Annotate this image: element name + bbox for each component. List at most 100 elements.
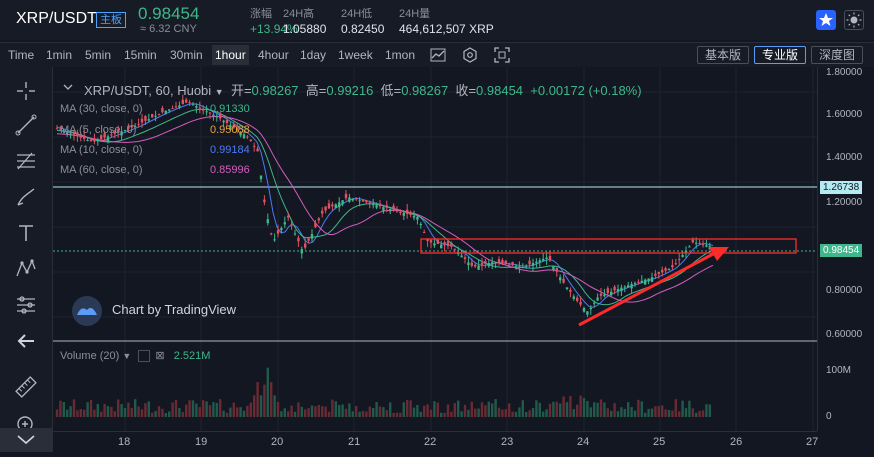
candle-body — [212, 114, 215, 117]
candlestick-chart[interactable] — [53, 67, 817, 452]
candle-body — [474, 264, 477, 267]
tf-1min[interactable]: 1min — [46, 48, 73, 62]
pattern-tool-icon[interactable] — [14, 257, 38, 281]
candle-body — [341, 200, 344, 205]
ruler-icon[interactable] — [14, 375, 38, 399]
volume-bar — [650, 408, 654, 417]
volume-bar — [511, 411, 514, 417]
candle-body — [684, 250, 688, 253]
legend-chevron-icon[interactable] — [62, 81, 74, 96]
brush-icon[interactable] — [14, 185, 38, 209]
chart-type-icon[interactable] — [430, 48, 446, 67]
candle-body — [695, 242, 698, 244]
tf-1day[interactable]: 1day — [300, 48, 327, 62]
volume-dropdown-icon[interactable]: ▼ — [122, 351, 132, 361]
ma-legend-30[interactable]: MA (30, close, 0) 0.91330 — [60, 103, 250, 115]
volume-bar — [667, 410, 671, 417]
volume-bar — [246, 405, 249, 417]
candle-body — [130, 125, 133, 128]
volume-bar — [344, 408, 348, 417]
candle-body — [698, 242, 701, 244]
tf-time[interactable]: Time — [8, 48, 35, 62]
volume-bar — [215, 402, 218, 417]
tf-30min[interactable]: 30min — [170, 48, 203, 62]
tradingview-logo-icon — [72, 296, 102, 326]
volume-bar — [174, 399, 178, 417]
volume-bar — [562, 396, 565, 417]
pair-title[interactable]: XRP/USDT — [16, 10, 97, 27]
candle-body — [453, 248, 456, 250]
volume-bar — [664, 409, 667, 417]
volume-bar — [69, 406, 72, 417]
theme-toggle-icon[interactable] — [844, 10, 864, 30]
close-label: 收= — [455, 83, 477, 98]
volume-bar — [62, 402, 65, 417]
favorite-star-icon[interactable] — [816, 10, 836, 30]
candle-body — [511, 262, 514, 266]
volume-legend[interactable]: Volume (20) ▼ ⊠ 2.521M — [60, 349, 210, 363]
tf-1week[interactable]: 1week — [338, 48, 373, 62]
volume-bar — [429, 409, 433, 417]
volume-bar — [310, 405, 314, 417]
crosshair-icon[interactable] — [14, 79, 38, 103]
volume-bar — [290, 405, 293, 417]
volume-bar — [89, 400, 93, 417]
prediction-tool-icon[interactable] — [14, 293, 38, 317]
volume-bar — [423, 405, 426, 417]
volume-bar — [681, 400, 684, 417]
ma-legend-10[interactable]: MA (10, close, 0) 0.99184 — [60, 144, 250, 156]
trend-line-icon[interactable] — [14, 113, 38, 137]
candle-body — [497, 259, 501, 263]
candle-body — [205, 111, 208, 113]
volume-bar — [399, 412, 402, 417]
collapse-toolbar-chevron-icon[interactable] — [0, 428, 52, 452]
time-axis[interactable]: 18 19 20 21 22 23 24 25 26 27 — [53, 431, 818, 453]
depth-chart-button[interactable]: 深度图 — [811, 46, 864, 64]
board-badge: 主板 — [96, 12, 126, 28]
candle-body — [395, 210, 399, 212]
tf-5min[interactable]: 5min — [85, 48, 112, 62]
pro-version-button[interactable]: 专业版 — [754, 46, 807, 64]
settings-gear-icon[interactable] — [462, 47, 478, 68]
symbol-dropdown-icon[interactable]: ▼ — [214, 87, 224, 97]
candle-body — [610, 291, 613, 296]
volume-bar — [321, 406, 324, 417]
volume-bar — [548, 403, 552, 417]
tf-4hour[interactable]: 4hour — [258, 48, 289, 62]
tf-15min[interactable]: 15min — [124, 48, 157, 62]
candle-body — [542, 258, 545, 261]
candle-body — [266, 219, 269, 224]
candle-body — [606, 288, 609, 294]
volume-bar — [327, 411, 331, 417]
candle-body — [351, 198, 354, 201]
candle-body — [161, 107, 164, 113]
candle-body — [127, 125, 130, 129]
price-axis[interactable]: 1.80000 1.60000 1.40000 1.20000 0.80000 … — [817, 67, 874, 431]
ma-legend-5[interactable]: MA (5, close, 0) 0.95088 — [60, 124, 250, 136]
volume-bar — [538, 402, 541, 417]
fib-tool-icon[interactable] — [14, 149, 38, 173]
candle-body — [616, 289, 620, 292]
volume-bar — [480, 402, 484, 417]
candle-body — [572, 296, 575, 300]
candle-body — [239, 132, 242, 136]
basic-version-button[interactable]: 基本版 — [697, 46, 750, 64]
date-tick: 22 — [424, 436, 437, 448]
fullscreen-icon[interactable] — [494, 47, 510, 68]
ma-legend-60[interactable]: MA (60, close, 0) 0.85996 — [60, 164, 250, 176]
volume-settings-icon[interactable] — [138, 350, 151, 363]
candle-body — [236, 127, 239, 130]
resistance-box — [420, 238, 797, 254]
volume-bar — [576, 404, 579, 417]
back-arrow-icon[interactable] — [14, 329, 38, 353]
tf-1mon[interactable]: 1mon — [385, 48, 416, 62]
high-label: 高= — [305, 83, 327, 98]
volume-bar — [487, 401, 490, 417]
volume-bar — [443, 412, 446, 417]
tf-1hour[interactable]: 1hour — [212, 45, 249, 65]
volume-close-icon[interactable]: ⊠ — [155, 350, 165, 362]
candle-body — [701, 244, 705, 246]
watermark-text: Chart by TradingView — [112, 302, 237, 317]
text-tool-icon[interactable] — [14, 221, 38, 245]
candle-body — [633, 283, 637, 285]
